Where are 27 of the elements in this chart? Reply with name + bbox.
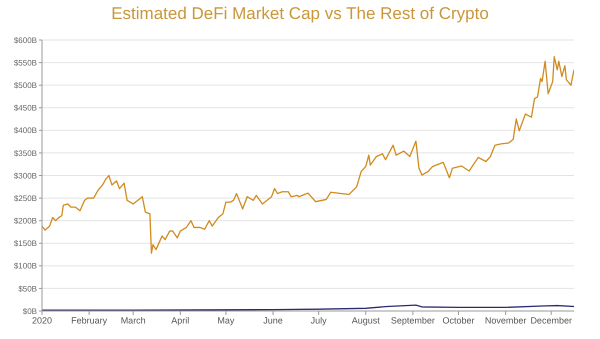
y-tick-label: $200B: [14, 216, 37, 226]
y-tick-label: $400B: [14, 126, 37, 136]
x-tick-label: October: [442, 315, 474, 326]
y-tick-label: $150B: [14, 239, 37, 248]
x-tick-label: March: [120, 315, 146, 326]
y-tick-label: $500B: [14, 81, 37, 90]
x-tick-label: February: [71, 315, 108, 326]
x-tick-label: August: [352, 315, 380, 326]
x-tick-label: July: [310, 315, 328, 326]
line-series: [42, 56, 574, 254]
y-tick-label: $300B: [14, 171, 37, 180]
x-tick-label: September: [390, 315, 435, 326]
chart-title: Estimated DeFi Market Cap vs The Rest of Crypto: [110, 4, 490, 24]
y-tick-label: $50B: [18, 284, 37, 294]
y-tick-label: $250B: [14, 194, 37, 203]
y-tick-label: $600B: [14, 36, 37, 45]
y-tick-label: $0B: [22, 306, 37, 316]
x-tick-label: November: [484, 315, 526, 326]
x-tick-label: December: [530, 315, 572, 326]
x-tick-label: May: [217, 315, 235, 326]
y-tick-label: $350B: [14, 148, 37, 158]
y-tick-label: $100B: [14, 262, 37, 271]
x-tick-label: June: [263, 315, 283, 326]
y-tick-label: $550B: [14, 58, 37, 68]
y-tick-label: $450B: [14, 104, 37, 113]
x-tick-label: April: [171, 315, 190, 326]
x-tick-label: 2020: [32, 315, 52, 326]
